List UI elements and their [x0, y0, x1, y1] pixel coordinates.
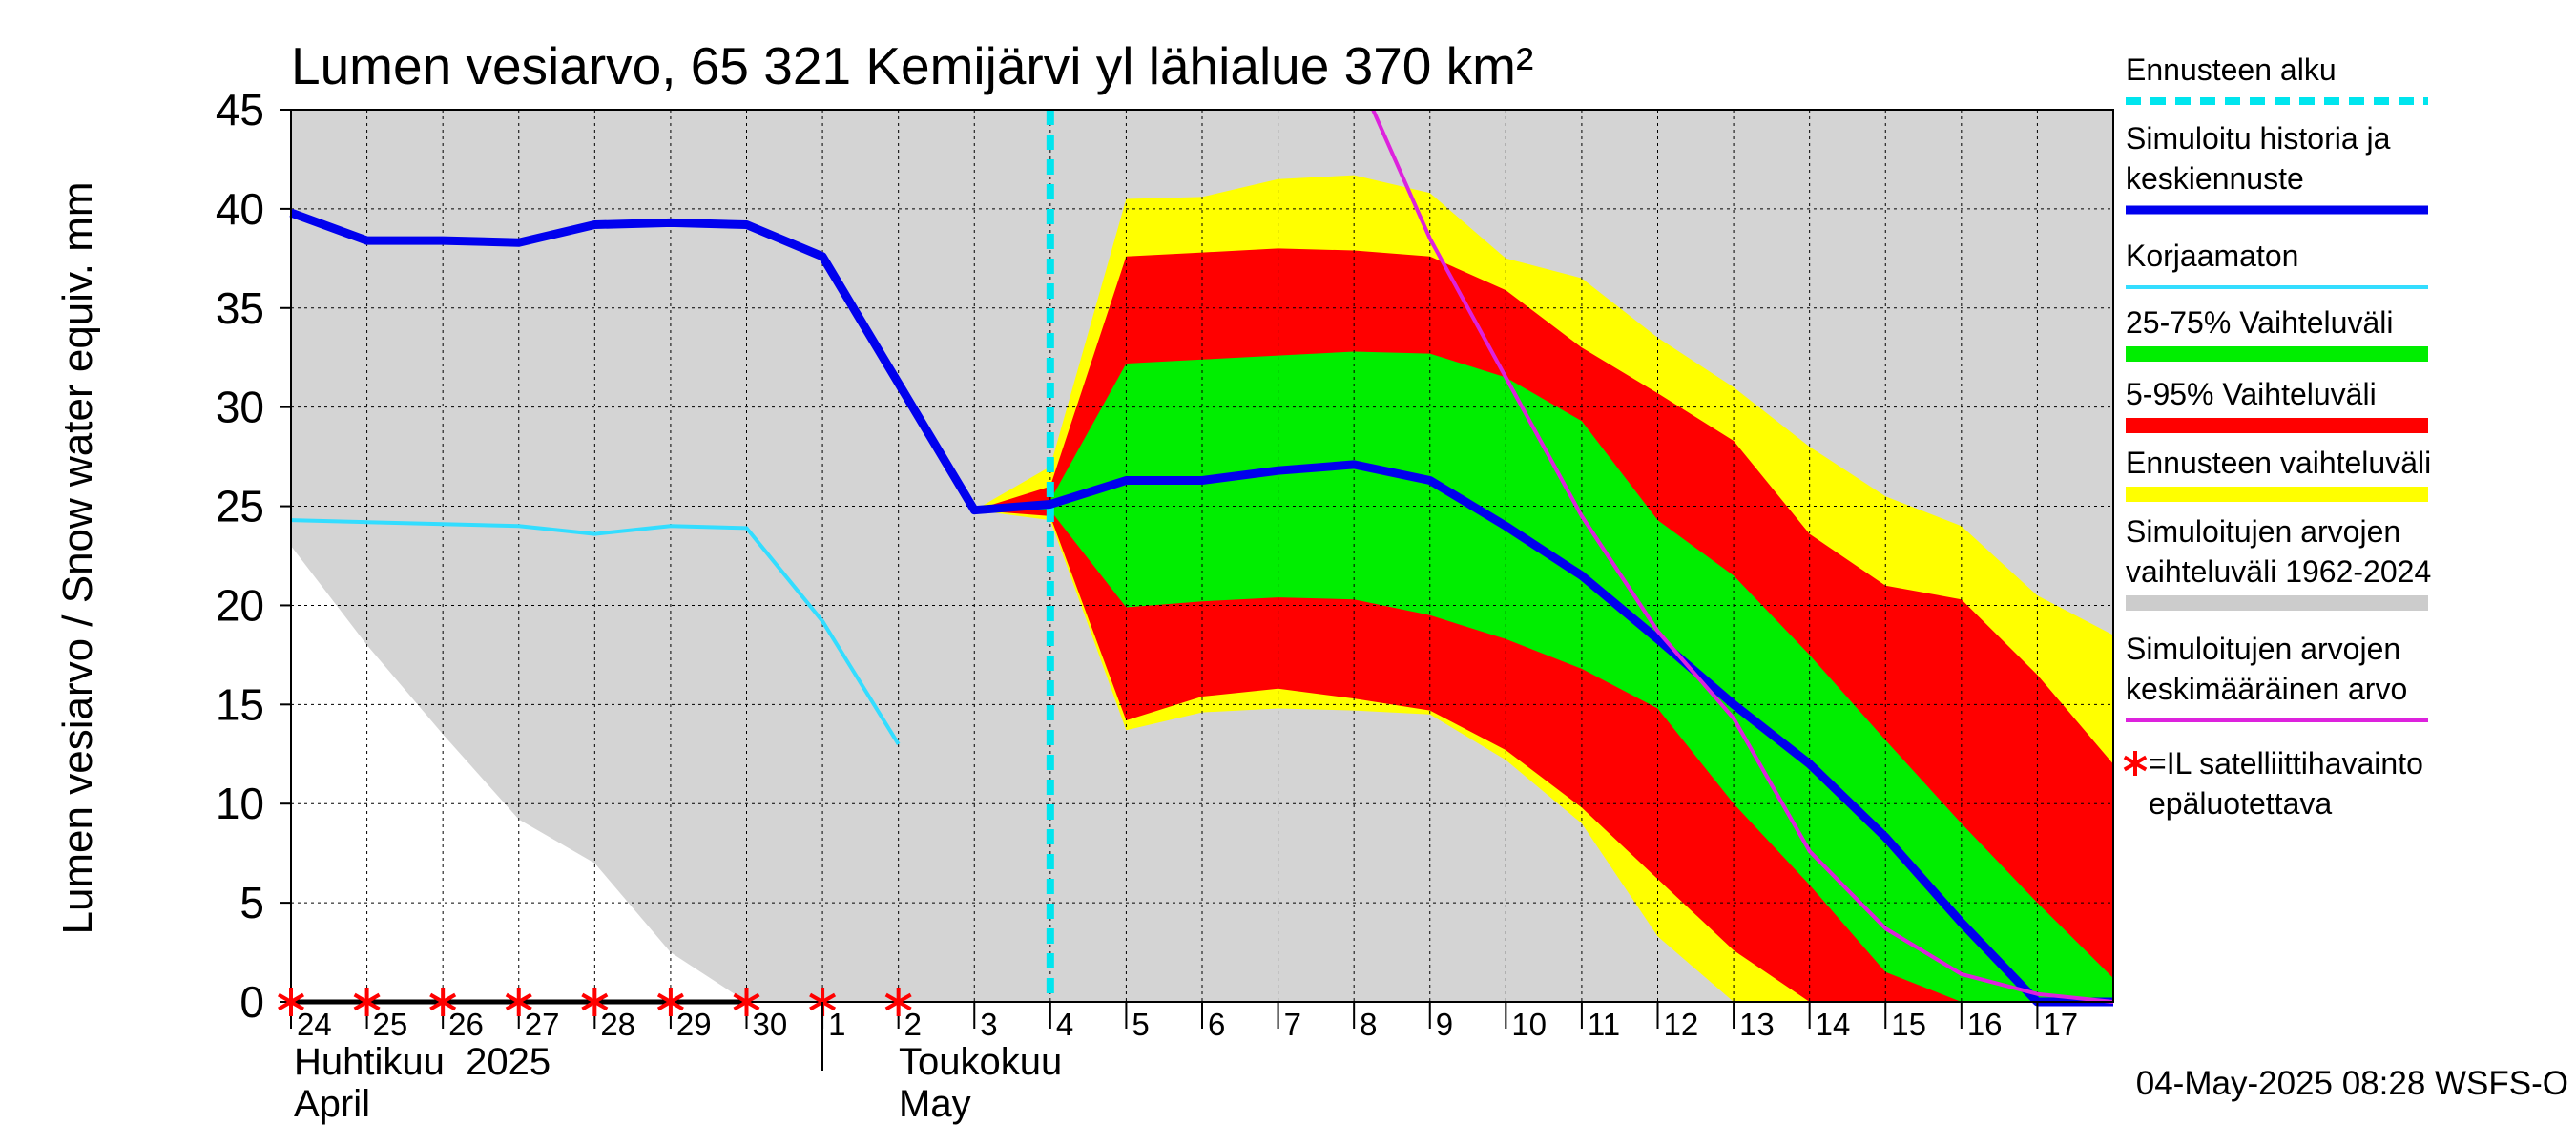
legend-label: Ennusteen alku [2126, 52, 2337, 87]
y-axis: 0 5 10 15 20 25 30 35 40 45 [216, 85, 291, 1027]
series-mean-forecast-line [289, 208, 2113, 1007]
y-tick-label: 0 [239, 977, 264, 1027]
timestamp: 04-May-2025 08:28 WSFS-O [2136, 1065, 2568, 1102]
x-tick-label: 11 [1588, 1007, 1620, 1042]
legend-label: Simuloitu historia ja [2126, 121, 2391, 156]
legend-label: Ennusteen vaihteluväli [2126, 446, 2431, 480]
x-axis: 24 25 26 27 28 29 30 1 2 3 4 5 6 7 8 9 10 11 12 13 14 15 16 17 [290, 1002, 2078, 1042]
y-tick-label: 35 [216, 283, 264, 333]
legend-label: vaihteluväli 1962-2024 [2126, 554, 2431, 589]
legend-label: epäluotettava [2149, 786, 2332, 821]
p25-75-band [974, 351, 2113, 1002]
y-tick-label: 5 [239, 878, 264, 927]
x-tick-label: 7 [1284, 1007, 1301, 1042]
x-tick-label: 25 [373, 1007, 408, 1042]
legend-label: keskimääräinen arvo [2126, 672, 2407, 706]
x-tick-label: 8 [1360, 1007, 1377, 1042]
grid-lines [290, 109, 2113, 1003]
y-tick-label: 30 [216, 383, 264, 432]
legend-item: Ennusteen alku [2126, 52, 2428, 105]
x-tick-label: 29 [676, 1007, 712, 1042]
p25-75-area [974, 351, 2113, 1002]
legend-item: =IL satelliittihavainto epäluotettava [2123, 746, 2423, 821]
legend-star-icon [2123, 751, 2148, 776]
legend-label: Simuloitujen arvojen [2126, 514, 2400, 549]
legend-label: Simuloitujen arvojen [2126, 632, 2400, 666]
legend-swatch [2126, 595, 2428, 611]
legend-label: Korjaamaton [2126, 239, 2298, 273]
y-tick-label: 10 [216, 779, 264, 828]
x-tick-label: 2 [904, 1007, 922, 1042]
month-label-may-fi: Toukokuu [899, 1041, 1062, 1083]
satellite-observations [278, 988, 912, 1016]
satellite-obs-marker [733, 988, 760, 1016]
legend-label: keskiennuste [2126, 161, 2304, 196]
satellite-obs-marker [656, 988, 684, 1016]
month-label-may-en: May [899, 1083, 971, 1125]
y-tick-label: 40 [216, 184, 264, 234]
x-tick-label: 12 [1664, 1007, 1699, 1042]
legend-swatch [2126, 346, 2428, 362]
x-tick-label: 9 [1436, 1007, 1453, 1042]
legend-item: Simuloitujen arvojen keskimääräinen arvo [2126, 632, 2428, 722]
x-tick-label: 26 [448, 1007, 484, 1042]
series-lines [289, 109, 2114, 1007]
x-tick-label: 15 [1891, 1007, 1926, 1042]
y-tick-label: 25 [216, 482, 264, 531]
x-tick-label: 24 [297, 1007, 332, 1042]
x-tick-label: 30 [753, 1007, 788, 1042]
series-hist-mean-line [1371, 109, 2114, 1004]
series-uncorrected-line [290, 518, 901, 745]
legend-item: Simuloitujen arvojen vaihteluväli 1962-20… [2126, 514, 2431, 611]
x-tick-label: 27 [525, 1007, 560, 1042]
satellite-obs-marker [278, 988, 304, 1016]
x-tick-label: 17 [2043, 1007, 2078, 1042]
satellite-obs-marker [505, 988, 532, 1016]
x-tick-label: 4 [1056, 1007, 1073, 1042]
x-tick-label: 13 [1739, 1007, 1775, 1042]
x-tick-label: 28 [600, 1007, 635, 1042]
legend-swatch [2126, 418, 2428, 433]
legend-item: Ennusteen vaihteluväli [2126, 446, 2431, 502]
legend-label: 25-75% Vaihteluväli [2126, 305, 2393, 340]
legend-label: =IL satelliittihavainto [2149, 746, 2423, 781]
legend-swatch [2126, 487, 2428, 502]
satellite-obs-marker [581, 988, 609, 1016]
legend-item: Simuloitu historia ja keskiennuste [2126, 121, 2428, 215]
legend-item: Korjaamaton [2126, 239, 2428, 289]
x-tick-label: 6 [1208, 1007, 1225, 1042]
satellite-obs-marker [353, 988, 381, 1016]
x-tick-label: 14 [1816, 1007, 1851, 1042]
satellite-obs-marker [429, 988, 457, 1016]
legend-label: 5-95% Vaihteluväli [2126, 377, 2377, 411]
y-tick-label: 15 [216, 679, 264, 729]
y-axis-label: Lumen vesiarvo / Snow water equiv. mm [54, 181, 101, 934]
y-tick-label: 20 [216, 580, 264, 630]
legend: Ennusteen alku Simuloitu historia ja keski… [2123, 52, 2431, 821]
x-tick-label: 1 [828, 1007, 845, 1042]
satellite-obs-marker [884, 988, 912, 1016]
y-tick-label: 45 [216, 85, 264, 135]
legend-item: 25-75% Vaihteluväli [2126, 305, 2428, 362]
x-tick-label: 10 [1511, 1007, 1547, 1042]
month-labels: Huhtikuu 2025 April Toukokuu May [294, 1002, 1062, 1125]
x-tick-label: 3 [980, 1007, 997, 1042]
legend-item: 5-95% Vaihteluväli [2126, 377, 2428, 433]
month-label-april-en: April [294, 1083, 370, 1125]
x-tick-label: 5 [1132, 1007, 1149, 1042]
chart-title: Lumen vesiarvo, 65 321 Kemijärvi yl lähi… [291, 36, 1533, 95]
x-tick-label: 16 [1967, 1007, 2003, 1042]
month-label-april-fi: Huhtikuu 2025 [294, 1041, 551, 1083]
